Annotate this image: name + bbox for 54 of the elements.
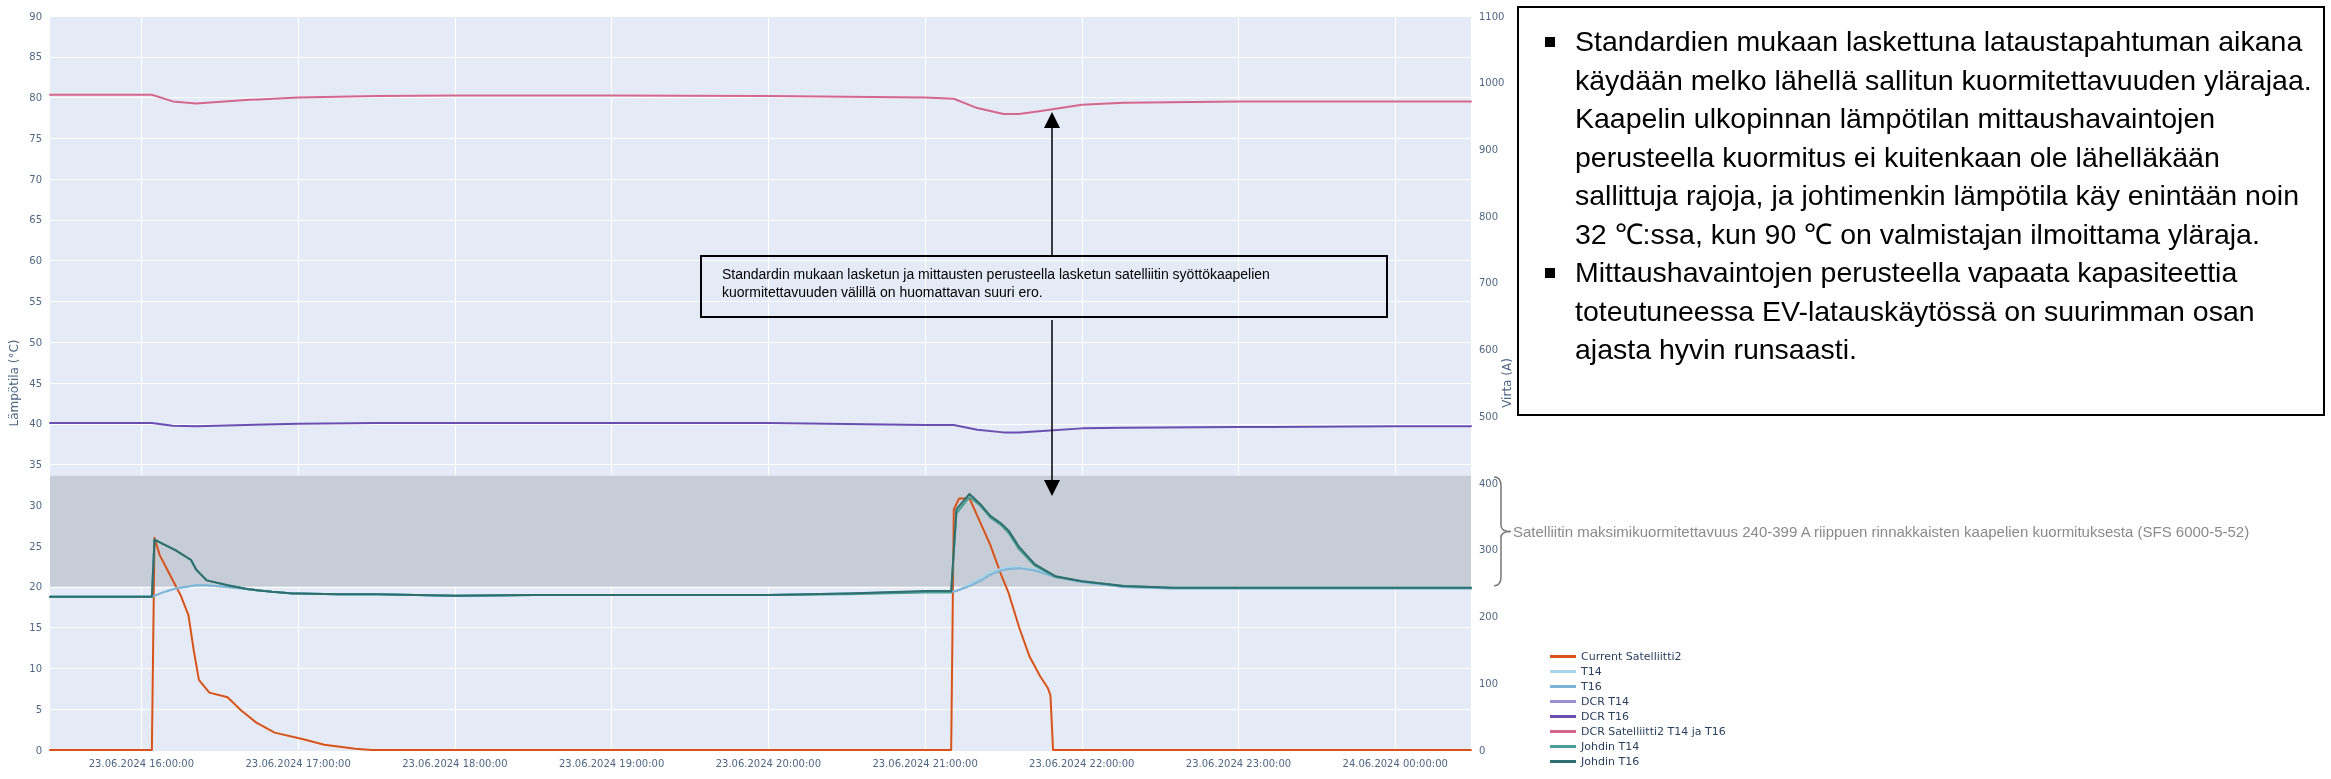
legend-label: DCR T16 xyxy=(1581,710,1630,723)
y-tick-label: 65 xyxy=(29,214,42,226)
x-tick-label: 23.06.2024 21:00:00 xyxy=(872,757,978,769)
y2-tick-label: 1000 xyxy=(1479,77,1505,89)
y2-tick-label: 900 xyxy=(1479,143,1499,155)
y-tick-label: 60 xyxy=(29,255,42,267)
y2-tick-label: 100 xyxy=(1479,677,1499,689)
y-tick-label: 15 xyxy=(29,622,42,634)
y-tick-label: 85 xyxy=(29,51,42,63)
callout-box: Standardin mukaan lasketun ja mittausten perusteella lasketun satelliitin syöttökaapelien kuormitettavuuden välillä on huomattavan suuri ero. xyxy=(700,255,1388,318)
text: Mittaushavaintojen perusteella vapaata kapasiteettia toteutuneessa EV-latauskäytössä on suurimman osan ajasta hyvin runsaasti. xyxy=(1575,255,2256,367)
y-tick-label: 25 xyxy=(29,540,42,552)
legend-label: DCR T14 xyxy=(1581,695,1630,708)
y2-tick-label: 600 xyxy=(1479,344,1499,356)
y2-tick-label: 800 xyxy=(1479,210,1499,222)
legend-label: DCR Satelliitti2 T14 ja T16 xyxy=(1581,725,1726,738)
y-tick-label: 10 xyxy=(29,662,42,674)
y2-tick-label: 300 xyxy=(1479,544,1499,556)
band-label: Satelliitin maksimikuormitettavuus 240-399 A riippuen rinnakkaisten kaapelien kuormituksesta (SFS 6000-5-52) xyxy=(1513,522,2250,540)
y-tick-label: 5 xyxy=(35,703,42,715)
legend-label: T14 xyxy=(1580,665,1602,678)
y-tick-label: 0 xyxy=(35,744,42,756)
y-tick-label: 80 xyxy=(29,92,42,104)
x-tick-label: 23.06.2024 19:00:00 xyxy=(558,757,665,769)
y-tick-label: 50 xyxy=(29,336,42,348)
y2-tick-label: 0 xyxy=(1479,744,1486,756)
y2-tick-label: 700 xyxy=(1479,277,1499,289)
y2-axis-title: Virta (A) xyxy=(1500,358,1514,408)
y-tick-label: 40 xyxy=(29,418,42,430)
y-tick-label: 30 xyxy=(29,499,42,511)
legend-label: Current Satelliitti2 xyxy=(1581,650,1682,663)
x-tick-label: 23.06.2024 20:00:00 xyxy=(715,757,822,769)
x-tick-label: 23.06.2024 23:00:00 xyxy=(1185,757,1292,769)
legend-label: Johdin T14 xyxy=(1580,740,1640,753)
y-tick-label: 45 xyxy=(29,377,42,389)
x-tick-label: 24.06.2024 00:00:00 xyxy=(1342,757,1448,769)
x-tick-label: 23.06.2024 16:00:00 xyxy=(88,757,195,769)
y2-tick-label: 1100 xyxy=(1479,10,1505,22)
x-tick-label: 23.06.2024 22:00:00 xyxy=(1029,757,1135,769)
y-tick-label: 90 xyxy=(29,10,42,22)
y2-tick-label: 400 xyxy=(1479,477,1499,489)
y-tick-label: 35 xyxy=(29,459,42,471)
y-axis-title: Lämpötila (°C) xyxy=(7,339,21,427)
y2-tick-label: 200 xyxy=(1479,611,1499,623)
y-tick-label: 20 xyxy=(29,581,42,593)
y-tick-label: 55 xyxy=(29,295,42,307)
y2-tick-label: 500 xyxy=(1479,410,1499,422)
text: Standardien mukaan laskettuna lataustapahtuman aikana käydään melko lähellä sallitun kuormitettavuuden ylärajaa. Kaapelin ulkopinnan lämpötilan mittaushavaintojen perusteella kuormitus ei kuitenkaan ole lähelläkään sallittuja rajoja, ja johtimenkin lämpötila käy enintään noin 32 ℃:ssa, kun 90 ℃ on valmistajan ilmoittama yläraja. xyxy=(1575,24,2313,252)
legend-label: T16 xyxy=(1580,680,1602,693)
y-tick-label: 70 xyxy=(29,173,42,185)
legend-label: Johdin T16 xyxy=(1580,755,1640,768)
x-tick-label: 23.06.2024 17:00:00 xyxy=(245,757,351,769)
x-tick-label: 23.06.2024 18:00:00 xyxy=(402,757,508,769)
y-tick-label: 75 xyxy=(29,132,42,144)
